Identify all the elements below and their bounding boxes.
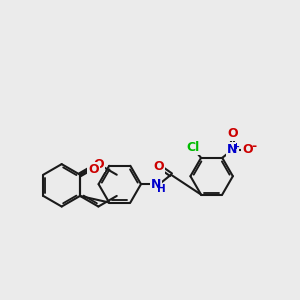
Text: -: - (251, 140, 256, 153)
Text: H: H (157, 184, 165, 194)
Text: O: O (227, 127, 238, 140)
Text: N: N (151, 178, 161, 191)
Text: Cl: Cl (186, 141, 199, 154)
Text: O: O (242, 143, 253, 156)
Text: O: O (88, 163, 99, 176)
Text: +: + (232, 142, 240, 151)
Text: O: O (154, 160, 164, 173)
Text: N: N (227, 143, 238, 156)
Text: O: O (93, 158, 104, 171)
